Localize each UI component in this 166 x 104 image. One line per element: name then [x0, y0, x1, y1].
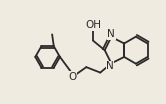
- Text: N: N: [106, 61, 114, 71]
- Text: OH: OH: [86, 20, 102, 30]
- Text: N: N: [107, 29, 115, 39]
- Text: O: O: [69, 72, 77, 82]
